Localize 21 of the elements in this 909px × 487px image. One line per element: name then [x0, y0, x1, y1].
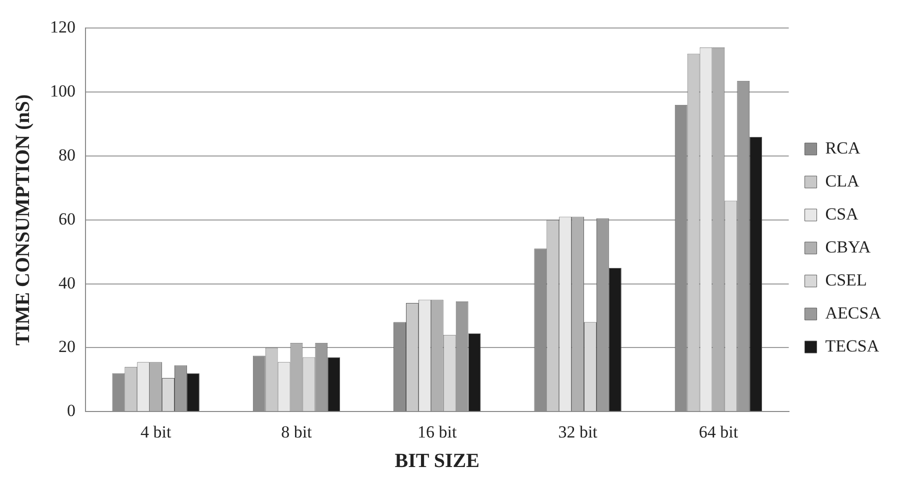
y-tick-label: 40	[58, 273, 76, 292]
legend-label: CBYA	[825, 237, 872, 256]
y-tick-label: 120	[50, 18, 76, 37]
legend-label: CSA	[825, 204, 860, 224]
x-axis-title: BIT SIZE	[394, 450, 480, 472]
legend-label: CLA	[825, 171, 860, 190]
x-tick-label: 64 bit	[698, 422, 738, 442]
x-tick-label: 16 bit	[418, 422, 458, 442]
y-tick-label: 0	[67, 401, 76, 420]
legend-label: TECSA	[825, 336, 880, 356]
y-tick-label: 60	[58, 209, 76, 228]
legend-label: RCA	[825, 138, 861, 158]
legend-label: AECSA	[825, 303, 882, 322]
x-tick-label: 32 bit	[558, 422, 598, 442]
y-tick-label: 20	[58, 337, 76, 356]
x-tick-label: 8 bit	[281, 422, 312, 442]
legend-label: CSEL	[825, 270, 867, 290]
y-tick-label: 80	[58, 145, 76, 164]
y-tick-label: 100	[50, 82, 76, 101]
y-axis-title: TIME CONSUMPTION (nS)	[12, 94, 34, 346]
x-tick-label: 4 bit	[140, 422, 172, 442]
